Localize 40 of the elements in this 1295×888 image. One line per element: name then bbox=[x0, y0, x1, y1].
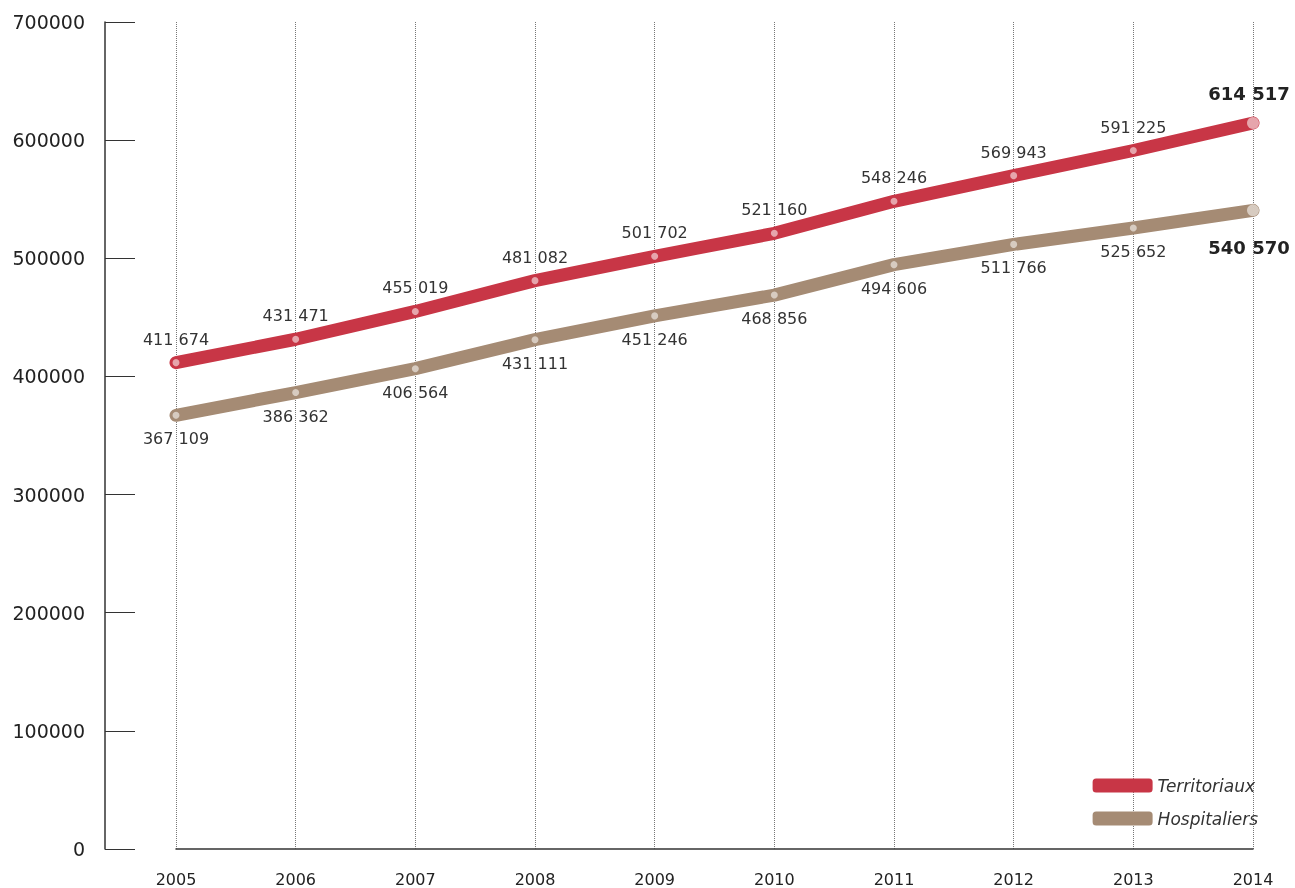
data-label: 540 570 bbox=[1208, 236, 1290, 258]
y-tick-label: 700000 bbox=[12, 11, 85, 33]
data-label: 406 564 bbox=[382, 382, 449, 402]
legend-label: Territoriaux bbox=[1157, 775, 1257, 796]
data-label: 386 362 bbox=[262, 406, 329, 426]
y-tick-label: 300000 bbox=[12, 483, 85, 506]
x-tick-label: 2010 bbox=[753, 869, 795, 888]
x-tick-label: 2007 bbox=[394, 869, 436, 888]
y-tick-label: 200000 bbox=[12, 601, 85, 624]
data-label: 431 471 bbox=[262, 306, 329, 326]
x-tick-label: 2008 bbox=[514, 869, 556, 888]
y-tick-label: 600000 bbox=[12, 129, 85, 152]
x-tick-label: 2011 bbox=[873, 869, 915, 888]
y-tick-label: 0 bbox=[72, 838, 85, 860]
data-label: 548 246 bbox=[860, 168, 928, 188]
y-tick-label: 100000 bbox=[12, 719, 85, 742]
x-tick-label: 2013 bbox=[1112, 869, 1154, 888]
data-label: 525 652 bbox=[1100, 241, 1167, 261]
data-label: 455 019 bbox=[382, 278, 449, 298]
data-label: 494 606 bbox=[860, 278, 928, 298]
x-tick-label: 2009 bbox=[634, 869, 676, 888]
data-label: 511 766 bbox=[980, 258, 1047, 278]
data-label: 521 160 bbox=[741, 200, 808, 220]
x-tick-label: 2012 bbox=[993, 869, 1035, 888]
data-label: 591 225 bbox=[1100, 117, 1167, 137]
legend-label: Hospitaliers bbox=[1157, 808, 1259, 829]
data-label: 431 111 bbox=[501, 353, 569, 373]
data-label: 451 246 bbox=[621, 329, 688, 349]
data-label: 367 109 bbox=[142, 429, 210, 449]
y-tick-label: 400000 bbox=[12, 365, 85, 388]
data-label: 411 674 bbox=[142, 329, 210, 349]
y-tick-label: 500000 bbox=[12, 247, 85, 270]
data-label: 468 856 bbox=[741, 309, 808, 329]
data-label: 481 082 bbox=[501, 247, 569, 267]
data-label: 501 702 bbox=[621, 223, 688, 243]
x-tick-label: 2005 bbox=[155, 869, 197, 888]
data-label: 569 943 bbox=[980, 142, 1047, 162]
x-tick-label: 2006 bbox=[275, 869, 317, 888]
x-tick-label: 2014 bbox=[1232, 869, 1274, 888]
data-label: 614 517 bbox=[1208, 83, 1290, 105]
